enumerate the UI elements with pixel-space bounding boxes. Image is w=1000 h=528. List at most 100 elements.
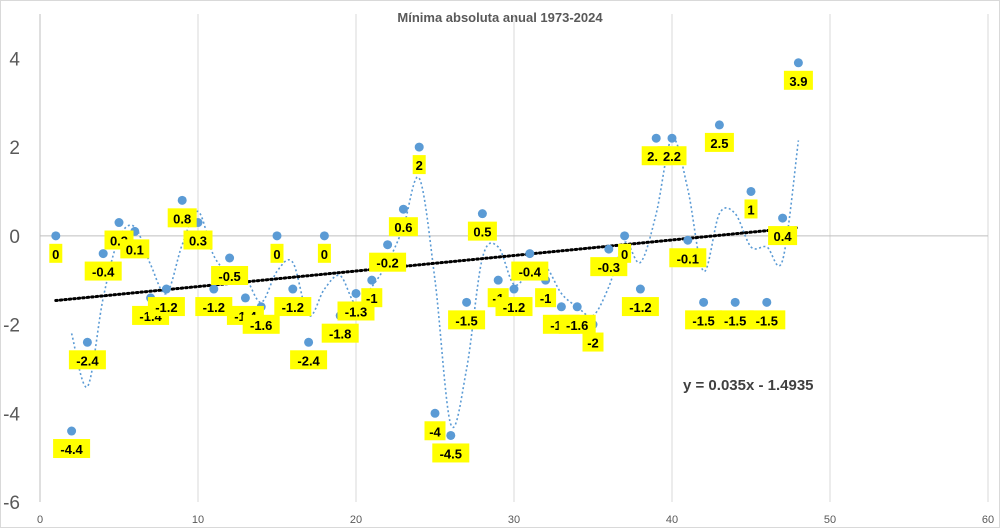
data-label-bg	[748, 310, 786, 330]
data-label: -2	[587, 336, 599, 351]
data-point	[462, 297, 472, 307]
data-label-bg	[582, 332, 604, 352]
data-point	[414, 142, 424, 152]
data-point	[446, 430, 456, 440]
trendline-equation: y = 0.035x - 1.4935	[683, 377, 814, 394]
data-label-bg	[783, 70, 813, 90]
data-point	[82, 337, 92, 347]
data-point	[620, 231, 630, 241]
x-tick-label: 50	[824, 514, 836, 526]
data-label: 3.9	[789, 74, 807, 89]
data-label-bg	[621, 297, 659, 317]
data-point	[493, 275, 503, 285]
data-point	[240, 293, 250, 303]
data-label: 2	[416, 158, 423, 173]
y-tick-label: 4	[9, 49, 20, 70]
y-tick-label: -6	[3, 493, 20, 514]
data-point	[114, 218, 124, 228]
data-label-bg	[744, 199, 758, 219]
data-label-bg	[361, 288, 383, 308]
data-label: 1	[747, 202, 754, 217]
y-tick-label: 0	[9, 227, 20, 248]
data-label-bg	[618, 243, 632, 263]
data-label-bg	[274, 297, 312, 317]
x-tick-label: 20	[350, 514, 362, 526]
x-tick-label: 0	[37, 514, 43, 526]
data-label: -1.5	[455, 313, 477, 328]
data-label: -0.4	[519, 265, 542, 280]
data-label-bg	[53, 439, 91, 459]
data-label: 0.4	[774, 229, 793, 244]
data-label: 0	[621, 247, 628, 262]
data-label: -1.6	[566, 318, 588, 333]
data-point	[430, 408, 440, 418]
data-label-bg	[147, 297, 185, 317]
data-label-bg	[535, 288, 557, 308]
data-point	[177, 195, 187, 205]
data-label-bg	[290, 350, 328, 370]
data-label: -1.8	[329, 327, 351, 342]
data-point	[304, 337, 314, 347]
data-label-bg	[183, 230, 213, 250]
gridlines	[197, 14, 989, 502]
data-label-bg	[768, 226, 798, 246]
data-point	[572, 302, 582, 312]
data-label-bg	[49, 243, 63, 263]
data-label-bg	[685, 310, 723, 330]
data-point	[161, 284, 171, 294]
data-label: -4.4	[60, 442, 83, 457]
axes: 420-2-4-60 10 20 30 40 50 60	[3, 14, 994, 526]
data-label: -0.4	[92, 265, 115, 280]
data-label: 0.1	[126, 242, 144, 257]
data-point	[509, 284, 519, 294]
data-label-bg	[68, 350, 106, 370]
data-label: 0.8	[173, 211, 191, 226]
y-tick-label: 2	[9, 138, 20, 159]
data-label: -2.4	[297, 353, 320, 368]
data-label: 0.3	[189, 234, 207, 249]
data-point	[67, 426, 77, 436]
data-label-bg	[317, 243, 331, 263]
data-point	[225, 253, 235, 263]
data-label-bg	[467, 221, 497, 241]
data-label: -4	[429, 424, 441, 439]
trendline	[54, 226, 800, 303]
data-label: -1.2	[629, 300, 651, 315]
data-point	[525, 249, 535, 259]
data-label: -0.3	[598, 260, 620, 275]
data-label-bg	[558, 314, 596, 334]
data-label-bg	[195, 297, 233, 317]
data-label: -1.5	[692, 313, 714, 328]
data-point	[319, 231, 329, 241]
data-label-bg	[242, 314, 280, 334]
data-label: -1.5	[756, 313, 778, 328]
data-label: -0.1	[677, 251, 699, 266]
data-point	[635, 284, 645, 294]
data-point	[98, 249, 108, 259]
data-label-bg	[211, 266, 249, 285]
data-label: 0.5	[473, 225, 491, 240]
data-point	[556, 302, 566, 312]
data-label-bg	[270, 243, 284, 263]
data-label: -1.2	[203, 300, 225, 315]
data-label: -1	[366, 291, 378, 306]
data-label: 0	[273, 247, 280, 262]
data-label: -1.3	[345, 304, 367, 319]
data-label-bg	[657, 146, 687, 166]
data-label: -1.2	[503, 300, 525, 315]
data-point	[667, 133, 677, 143]
data-label: -1.5	[724, 313, 746, 328]
x-tick-label: 10	[192, 514, 204, 526]
y-tick-label: -4	[3, 404, 20, 425]
data-point	[714, 120, 724, 130]
data-label-bg	[432, 443, 470, 463]
data-point	[793, 58, 803, 68]
data-label-bg	[511, 261, 549, 281]
data-label-bg	[704, 132, 734, 152]
data-point	[383, 240, 393, 250]
data-label-bg	[669, 248, 707, 268]
y-tick-label: -2	[3, 316, 20, 337]
data-label: 2.2	[663, 149, 681, 164]
data-label-bg	[716, 310, 754, 330]
